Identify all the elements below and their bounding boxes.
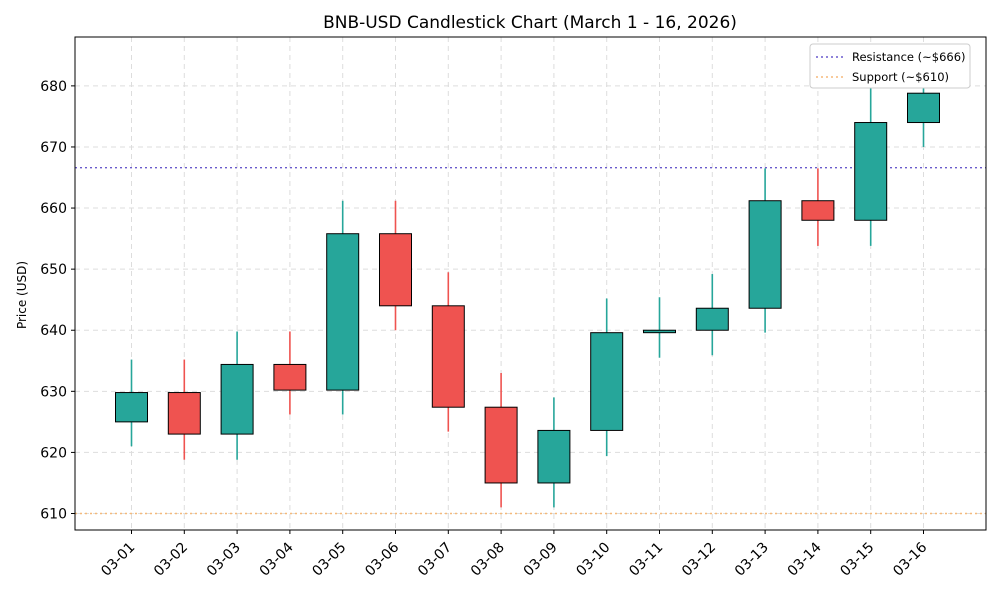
- candle-body: [167, 392, 201, 435]
- candle-body: [326, 233, 360, 391]
- candle-body: [695, 307, 729, 331]
- y-tick-label: 620: [40, 445, 67, 461]
- candle: [748, 168, 782, 333]
- candle-body: [484, 406, 518, 484]
- candle: [379, 200, 412, 331]
- candle: [326, 200, 360, 415]
- plot-frame: [74, 36, 987, 531]
- legend-box: [809, 43, 971, 89]
- candles: [115, 88, 940, 508]
- y-tick-label: 680: [40, 79, 67, 95]
- candle: [220, 331, 254, 460]
- y-tick-label: 640: [40, 323, 67, 339]
- legend-label: Support (~$610): [852, 70, 949, 84]
- candle: [695, 274, 729, 356]
- candle: [431, 272, 465, 432]
- legend-label: Resistance (~$666): [852, 50, 966, 64]
- candle-body: [379, 233, 412, 307]
- y-tick-label: 610: [40, 507, 67, 523]
- candle-body: [273, 363, 307, 391]
- candle: [115, 359, 148, 447]
- y-tick-label: 660: [40, 201, 67, 217]
- y-tick-label: 630: [40, 384, 67, 400]
- candle-body: [537, 429, 571, 484]
- candle: [907, 88, 940, 147]
- candle-body: [431, 305, 465, 408]
- chart-title: BNB-USD Candlestick Chart (March 1 - 16,…: [323, 13, 737, 33]
- reference-lines: [75, 167, 986, 515]
- candle-body: [590, 332, 624, 431]
- candle-body: [854, 122, 888, 221]
- candle-body: [907, 92, 940, 124]
- candle-body: [748, 200, 782, 309]
- candle: [273, 331, 307, 415]
- candle: [484, 372, 518, 508]
- candle-body: [115, 392, 148, 423]
- candle: [590, 298, 624, 457]
- candle: [537, 397, 571, 508]
- y-tick-label: 670: [40, 140, 67, 156]
- candle: [854, 88, 888, 246]
- candle: [801, 168, 835, 246]
- legend: Resistance (~$666) Support (~$610): [809, 43, 971, 89]
- y-axis-label: Price (USD): [15, 261, 29, 329]
- candle-body: [220, 363, 254, 435]
- candle: [643, 297, 676, 358]
- candle-body: [801, 200, 835, 221]
- y-tick-label: 650: [40, 262, 67, 278]
- candle-body: [643, 329, 676, 334]
- candle: [167, 359, 201, 460]
